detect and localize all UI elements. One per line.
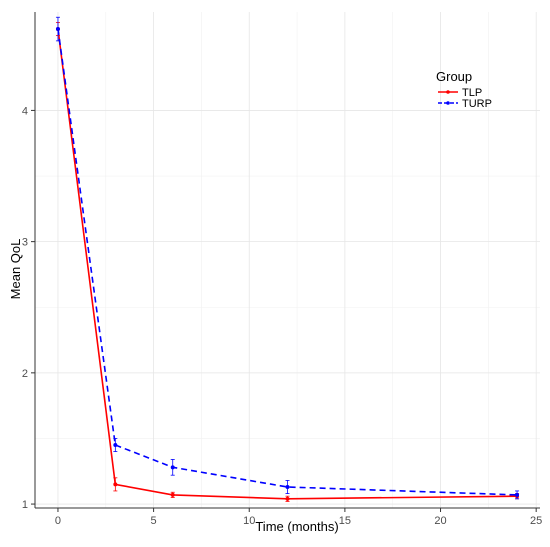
data-point bbox=[55, 27, 60, 32]
y-tick-label: 1 bbox=[22, 499, 28, 511]
data-point bbox=[285, 496, 290, 501]
x-tick-label: 25 bbox=[530, 515, 542, 527]
data-point bbox=[113, 482, 118, 487]
legend-key-marker bbox=[446, 101, 450, 105]
axes: 0 5 10 15 20 25 1 2 3 4 bbox=[22, 12, 542, 527]
x-tick-label: 10 bbox=[243, 515, 255, 527]
x-axis-label: Time (months) bbox=[255, 519, 338, 534]
legend-title: Group bbox=[436, 69, 472, 84]
data-point bbox=[170, 492, 175, 497]
data-point bbox=[515, 492, 520, 497]
x-tick-label: 20 bbox=[434, 515, 446, 527]
y-tick-label: 4 bbox=[22, 105, 28, 117]
series-turp bbox=[55, 16, 520, 500]
y-tick-label: 2 bbox=[22, 368, 28, 380]
y-axis-label: Mean QoL bbox=[8, 239, 23, 300]
series bbox=[55, 16, 520, 502]
series-line-turp bbox=[57, 28, 518, 496]
legend-label-turp: TURP bbox=[462, 98, 492, 110]
series-line-tlp bbox=[57, 29, 518, 500]
legend-key-marker bbox=[446, 90, 450, 94]
y-tick-label: 3 bbox=[22, 237, 28, 249]
data-point bbox=[285, 485, 290, 490]
series-tlp bbox=[55, 22, 520, 502]
grid bbox=[35, 12, 540, 508]
x-tick-label: 15 bbox=[339, 515, 351, 527]
x-tick-label: 0 bbox=[55, 515, 61, 527]
data-point bbox=[170, 465, 175, 470]
legend-label-tlp: TLP bbox=[462, 87, 482, 99]
x-tick-label: 5 bbox=[151, 515, 157, 527]
data-point bbox=[113, 443, 118, 448]
